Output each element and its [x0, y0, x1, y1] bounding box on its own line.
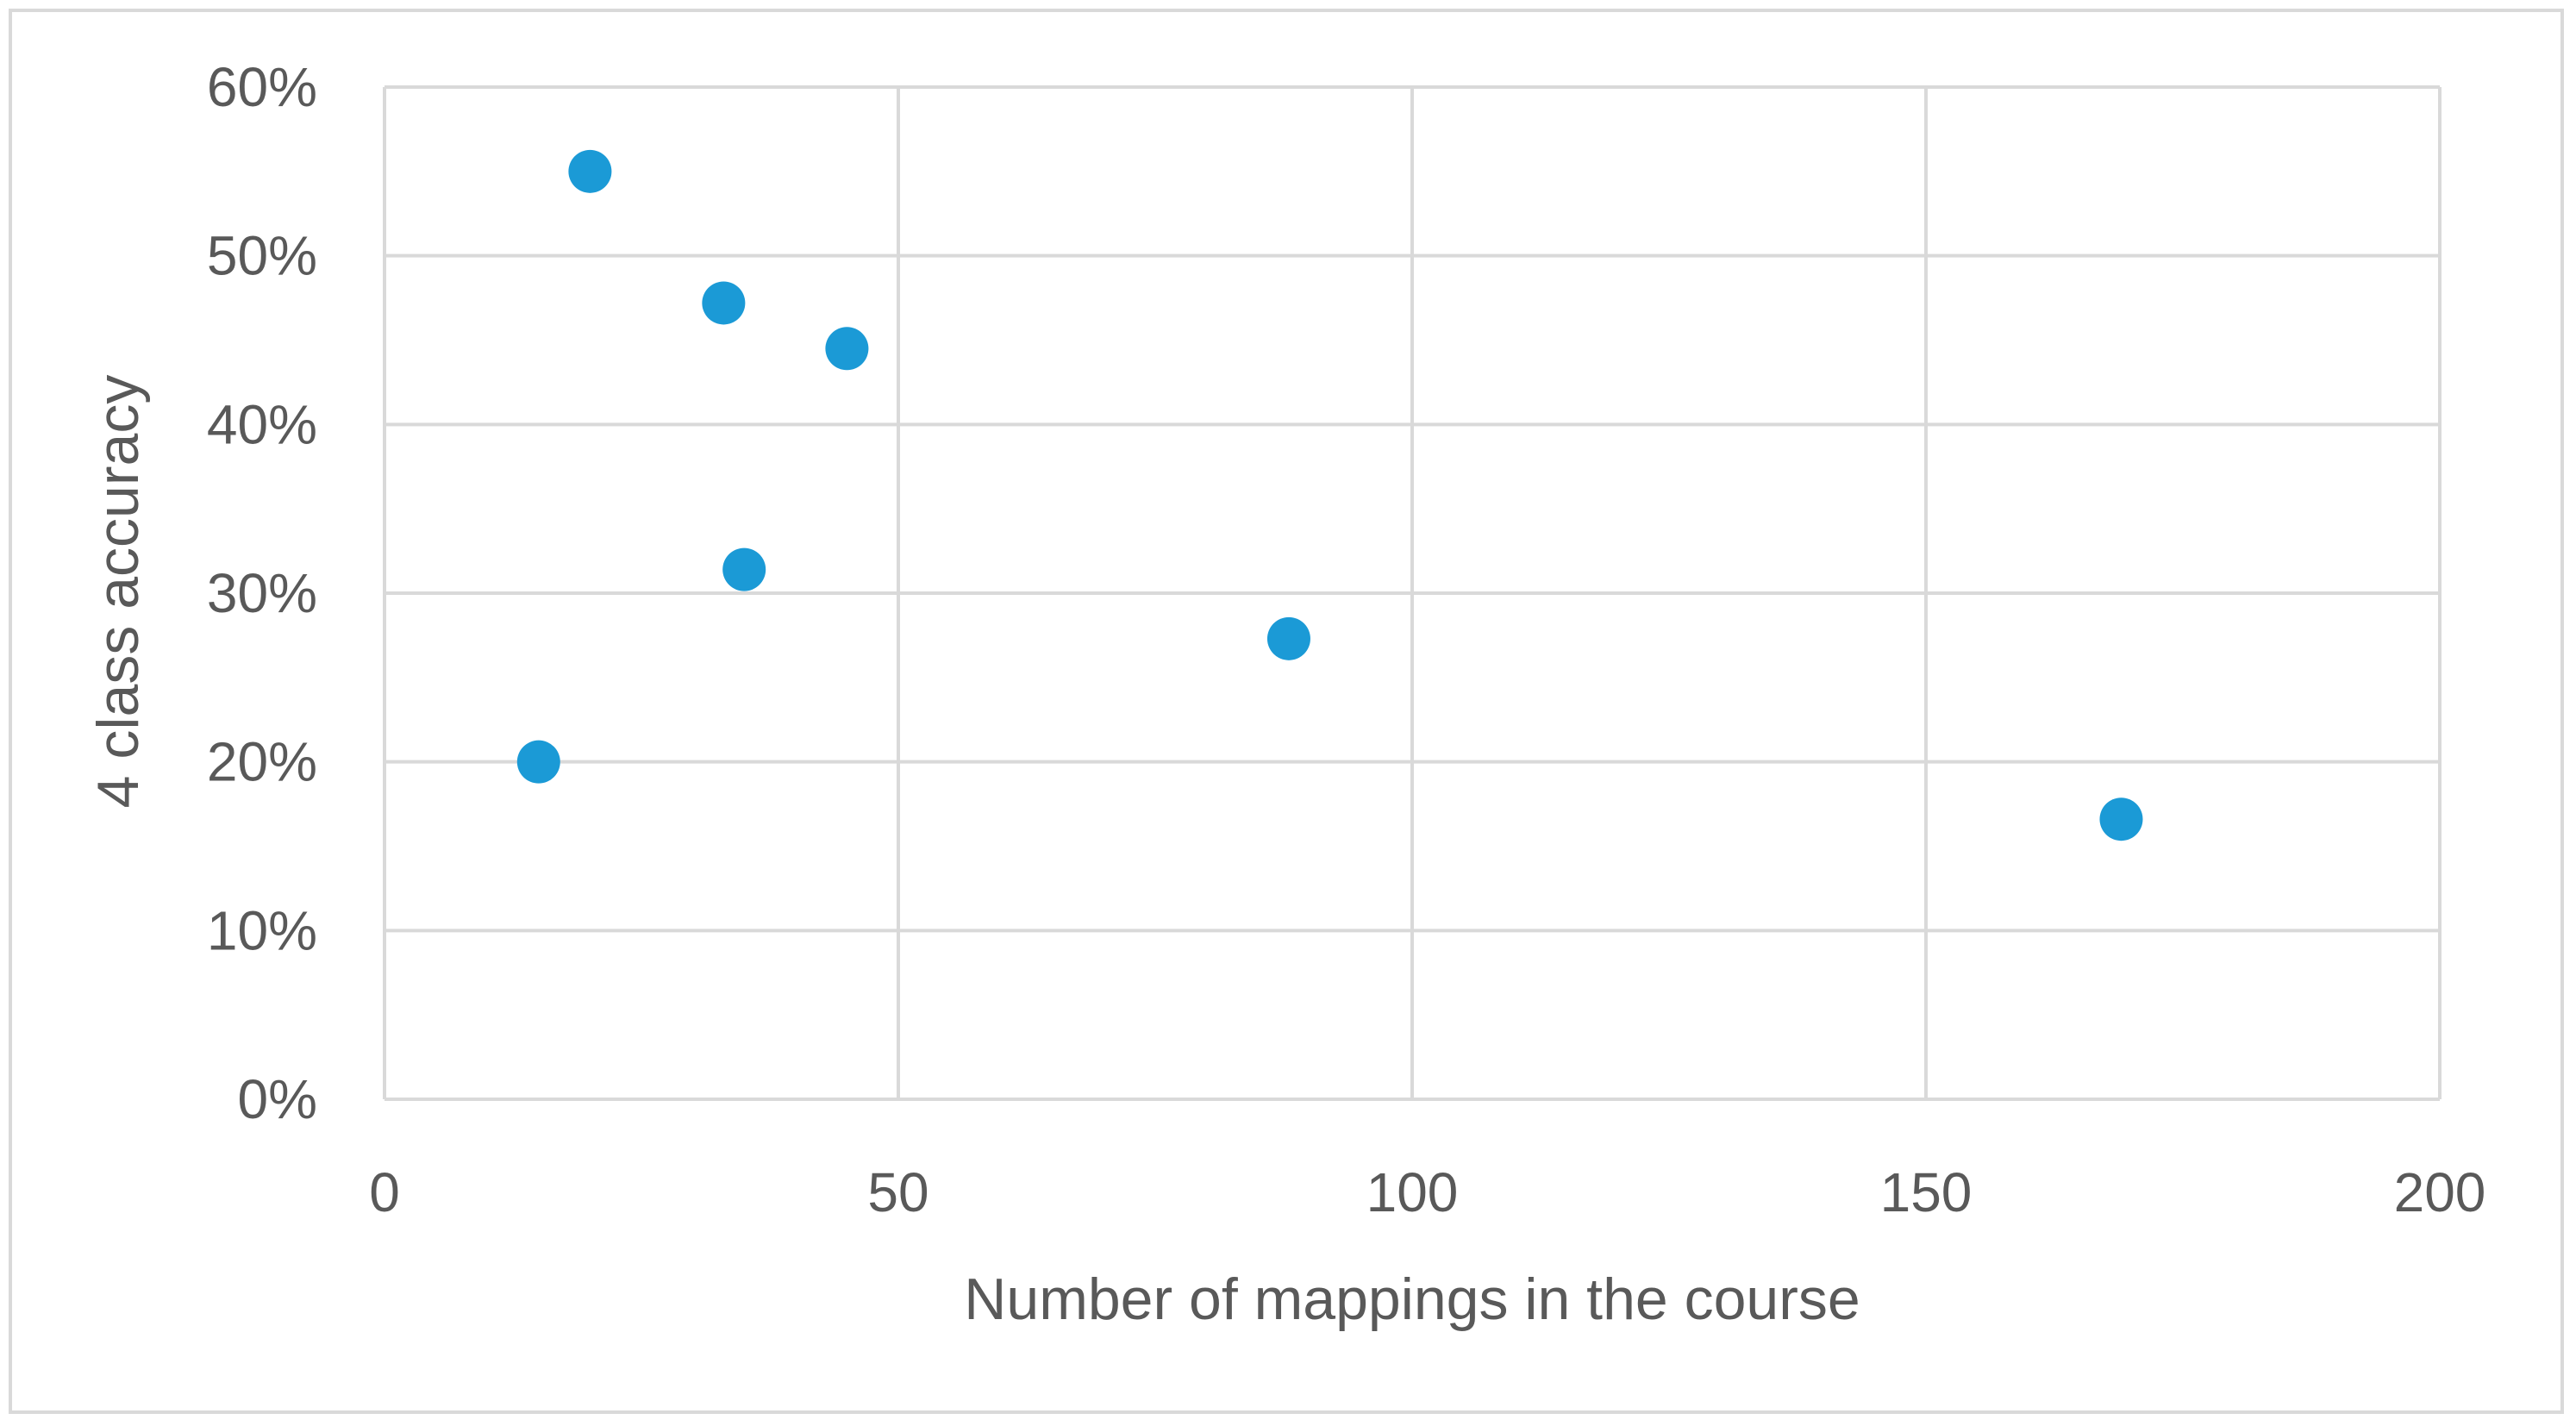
- data-point: [1266, 616, 1310, 660]
- y-tick-label: 60%: [207, 56, 317, 118]
- y-tick-label: 10%: [207, 899, 317, 961]
- grid-lines: [383, 85, 2442, 1101]
- x-tick-labels: 0 50 100 150 200: [369, 1161, 2485, 1223]
- x-tick-label: 100: [1366, 1161, 1459, 1223]
- data-point: [516, 740, 560, 784]
- y-tick-label: 50%: [207, 225, 317, 287]
- data-point: [702, 281, 746, 325]
- x-tick-label: 0: [369, 1161, 400, 1223]
- x-tick-label: 200: [2394, 1161, 2486, 1223]
- data-point: [2099, 797, 2143, 841]
- y-tick-label: 30%: [207, 562, 317, 624]
- y-tick-labels: 0% 10% 20% 30% 40% 50% 60%: [207, 56, 317, 1130]
- chart-frame: [9, 9, 2564, 1414]
- y-tick-label: 40%: [207, 393, 317, 455]
- x-tick-label: 150: [1880, 1161, 1973, 1223]
- x-axis-title: Number of mappings in the course: [964, 1267, 1860, 1332]
- y-tick-label: 20%: [207, 731, 317, 793]
- data-point: [722, 547, 766, 591]
- data-points: [516, 149, 2143, 841]
- x-tick-label: 50: [867, 1161, 928, 1223]
- y-tick-label: 0%: [238, 1068, 318, 1130]
- y-axis-title: 4 class accuracy: [85, 375, 151, 809]
- data-point: [825, 327, 869, 371]
- data-point: [568, 149, 612, 193]
